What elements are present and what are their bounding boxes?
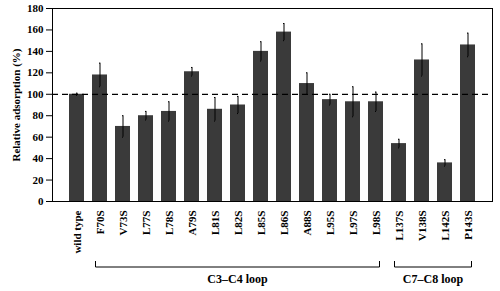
svg-text:wild type: wild type xyxy=(71,210,83,253)
svg-text:100: 100 xyxy=(27,88,44,100)
svg-text:Relative adsorption (%): Relative adsorption (%) xyxy=(10,48,23,161)
svg-text:L142S: L142S xyxy=(439,211,451,241)
svg-text:L85S: L85S xyxy=(255,211,267,235)
svg-text:A88S: A88S xyxy=(301,211,313,236)
svg-text:20: 20 xyxy=(33,174,45,186)
svg-text:L137S: L137S xyxy=(393,211,405,241)
svg-text:60: 60 xyxy=(33,131,45,143)
svg-text:L81S: L81S xyxy=(209,211,221,235)
svg-text:C3–C4 loop: C3–C4 loop xyxy=(207,272,268,286)
svg-text:L95S: L95S xyxy=(324,211,336,235)
svg-text:180: 180 xyxy=(27,2,44,14)
svg-text:L98S: L98S xyxy=(370,211,382,235)
svg-text:80: 80 xyxy=(33,109,45,121)
svg-text:P143S: P143S xyxy=(462,211,474,240)
svg-text:V138S: V138S xyxy=(416,211,428,242)
svg-text:40: 40 xyxy=(33,152,45,164)
svg-text:C7–C8 loop: C7–C8 loop xyxy=(403,272,464,286)
svg-text:0: 0 xyxy=(38,195,44,207)
svg-text:L97S: L97S xyxy=(347,211,359,235)
svg-text:A79S: A79S xyxy=(186,211,198,236)
svg-text:L86S: L86S xyxy=(278,211,290,235)
svg-text:160: 160 xyxy=(27,23,44,35)
svg-text:L78S: L78S xyxy=(163,211,175,235)
svg-text:120: 120 xyxy=(27,66,44,78)
svg-text:L77S: L77S xyxy=(140,211,152,235)
svg-text:140: 140 xyxy=(27,45,44,57)
svg-text:V73S: V73S xyxy=(117,211,129,236)
svg-text:F70S: F70S xyxy=(94,211,106,235)
svg-text:L82S: L82S xyxy=(232,211,244,235)
